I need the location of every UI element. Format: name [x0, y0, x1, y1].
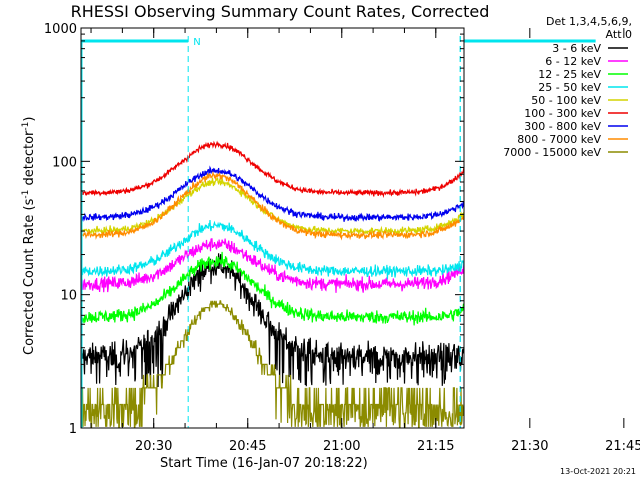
series-line-2	[81, 251, 464, 326]
legend-label-7: 800 - 7000 keV	[517, 133, 601, 146]
y-axis: 1 10 100 1000	[44, 22, 464, 437]
attenuator-marker-layer: N	[81, 36, 596, 428]
x-tick-label: 21:00	[323, 439, 360, 454]
legend-label-3: 25 - 50 keV	[538, 81, 601, 94]
y-axis-label: Corrected Count Rate (s-1 detector-1)	[21, 117, 37, 355]
chart-title: RHESSI Observing Summary Count Rates, Co…	[71, 2, 490, 21]
legend-label-8: 7000 - 15000 keV	[503, 146, 601, 159]
plot-frame	[80, 27, 465, 429]
legend-label-2: 12 - 25 keV	[538, 68, 601, 81]
attenuator-label: N	[193, 37, 200, 48]
series-line-1	[81, 238, 464, 293]
legend-label-5: 100 - 300 keV	[524, 107, 601, 120]
series-line-4	[81, 177, 464, 237]
legend-header-line2: Att 0	[606, 28, 632, 41]
legend-header-line1: Det 1,3,4,5,6,9,	[546, 15, 632, 28]
series-line-5	[81, 140, 464, 199]
y-tick-label: 100	[52, 155, 77, 170]
x-tick-label: 21:45	[605, 439, 640, 454]
series-line-6	[81, 165, 464, 223]
series-line-7	[81, 170, 464, 241]
legend-label-0: 3 - 6 keV	[552, 42, 601, 55]
x-tick-label: 21:30	[511, 439, 548, 454]
x-tick-label: 20:45	[229, 439, 266, 454]
series-layer	[81, 140, 464, 428]
series-line-8	[81, 300, 464, 428]
legend-label-4: 50 - 100 keV	[531, 94, 601, 107]
legend-label-1: 6 - 12 keV	[545, 55, 601, 68]
y-tick-label: 1	[69, 422, 77, 437]
y-tick-label: 1000	[44, 22, 77, 37]
x-axis: 20:30 20:45 21:00 21:15 21:30 21:45	[90, 28, 640, 454]
legend-label-6: 300 - 800 keV	[524, 120, 601, 133]
y-tick-label: 10	[60, 289, 77, 304]
x-tick-label: 20:30	[135, 439, 172, 454]
series-line-0	[81, 253, 464, 388]
x-axis-label: Start Time (16-Jan-07 20:18:22)	[160, 456, 368, 471]
footer-date: 13-Oct-2021 20:21	[560, 467, 636, 476]
series-line-3	[81, 219, 464, 280]
x-tick-label: 21:15	[417, 439, 454, 454]
